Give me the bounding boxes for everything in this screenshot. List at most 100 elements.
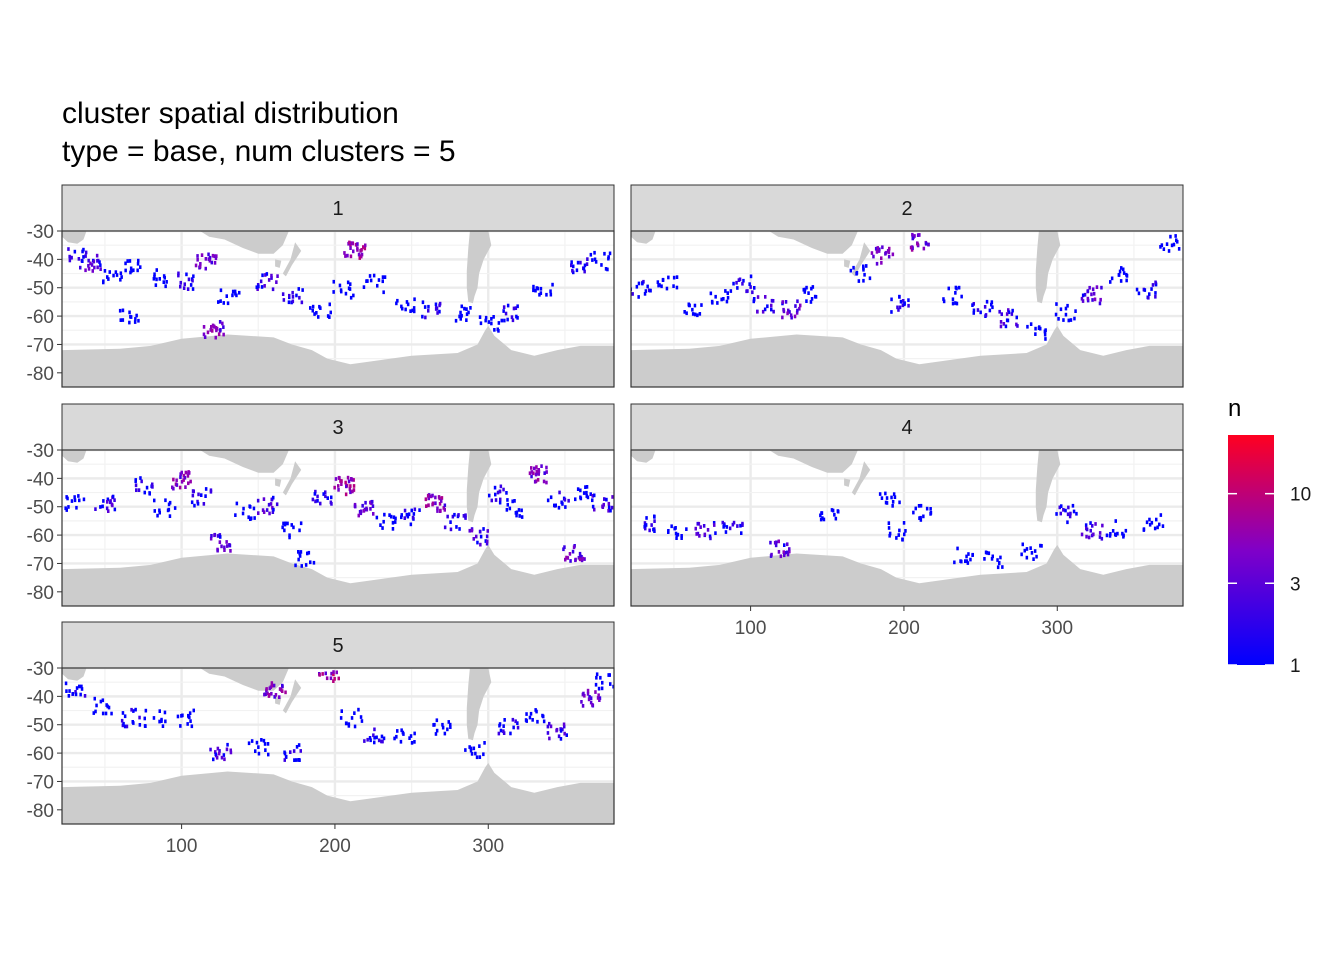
data-cell: [178, 485, 182, 490]
data-cell: [168, 514, 172, 518]
data-cell: [325, 676, 329, 681]
data-cell: [156, 513, 159, 518]
data-cell: [218, 320, 222, 324]
data-cell: [332, 672, 335, 677]
data-cell: [589, 252, 593, 257]
data-cell: [1116, 531, 1119, 536]
land-polygon: [282, 242, 302, 277]
data-cell: [349, 295, 353, 300]
data-cell: [171, 485, 174, 490]
data-cell: [137, 488, 141, 492]
land-polygon: [466, 450, 492, 523]
data-cell: [559, 737, 563, 741]
data-cell: [675, 536, 678, 540]
data-cell: [1020, 552, 1023, 557]
data-cell: [187, 481, 190, 486]
data-cell: [597, 693, 600, 698]
legend-colorbar: [1228, 435, 1274, 665]
data-cell: [121, 308, 125, 313]
data-cell: [163, 710, 167, 715]
data-cell: [204, 494, 207, 498]
data-cell: [884, 251, 887, 256]
land-polygon: [275, 478, 282, 487]
data-cell: [126, 259, 129, 263]
data-cell: [229, 748, 232, 753]
data-cell: [593, 493, 596, 498]
data-cell: [234, 513, 237, 517]
data-cell: [424, 315, 427, 320]
data-cell: [362, 285, 366, 289]
data-cell: [581, 556, 584, 561]
data-cell: [216, 534, 220, 538]
data-cell: [897, 533, 900, 537]
x-tick-label: 300: [1041, 618, 1073, 639]
data-cell: [265, 687, 268, 691]
data-cell: [165, 280, 168, 284]
data-cell: [819, 517, 823, 522]
data-cell: [783, 553, 786, 558]
data-cell: [135, 313, 138, 318]
data-cell: [984, 313, 988, 317]
panel-border: [61, 449, 615, 607]
data-cell: [275, 502, 279, 507]
data-cell: [1055, 302, 1058, 306]
data-cell: [273, 695, 276, 699]
data-cell: [275, 280, 278, 284]
data-cell: [582, 266, 586, 271]
data-cell: [1151, 283, 1155, 287]
data-cell: [583, 269, 586, 274]
data-cell: [1177, 247, 1181, 251]
data-cell: [222, 301, 225, 305]
data-cell: [644, 524, 647, 528]
data-cell: [1067, 505, 1070, 510]
data-cell: [593, 257, 597, 262]
data-cell: [344, 254, 347, 258]
data-cell: [446, 514, 449, 519]
data-cell: [187, 277, 191, 282]
data-cell: [357, 252, 361, 257]
data-cell: [199, 262, 202, 266]
data-cell: [728, 526, 732, 531]
data-cell: [182, 478, 185, 482]
data-cell: [182, 286, 186, 290]
data-cell: [777, 550, 781, 554]
data-cell: [786, 542, 789, 547]
data-cell: [604, 267, 608, 271]
panel-border: [630, 230, 1184, 388]
data-cell: [266, 742, 270, 746]
data-cell: [186, 287, 190, 291]
data-cell: [267, 278, 271, 282]
data-cell: [805, 299, 808, 303]
data-cell: [155, 268, 158, 272]
data-cell: [595, 672, 599, 677]
data-cell: [562, 547, 565, 552]
data-cell: [653, 519, 656, 523]
data-cell: [953, 560, 956, 565]
data-cell: [409, 309, 412, 313]
data-cell: [106, 275, 109, 279]
data-cell: [887, 521, 891, 525]
data-cell: [92, 259, 96, 264]
data-cell: [1155, 517, 1158, 522]
data-cell: [443, 525, 447, 530]
data-cell: [596, 696, 600, 700]
data-cell: [107, 509, 110, 513]
data-cell: [482, 752, 485, 757]
data-cell: [1059, 511, 1062, 516]
land-mask: [62, 668, 614, 824]
data-cell: [94, 507, 97, 511]
data-cell: [559, 729, 563, 733]
data-cell: [211, 253, 215, 258]
data-cell: [610, 505, 614, 510]
data-cell: [210, 534, 213, 538]
data-cell: [549, 724, 553, 729]
data-cell: [543, 471, 546, 475]
data-cell: [136, 261, 140, 266]
data-cell: [375, 515, 379, 520]
data-cell: [104, 711, 108, 716]
data-cell: [1159, 245, 1162, 249]
data-cell: [465, 318, 468, 322]
data-cell: [902, 521, 906, 525]
data-cell: [656, 280, 660, 284]
data-cell: [402, 732, 405, 736]
